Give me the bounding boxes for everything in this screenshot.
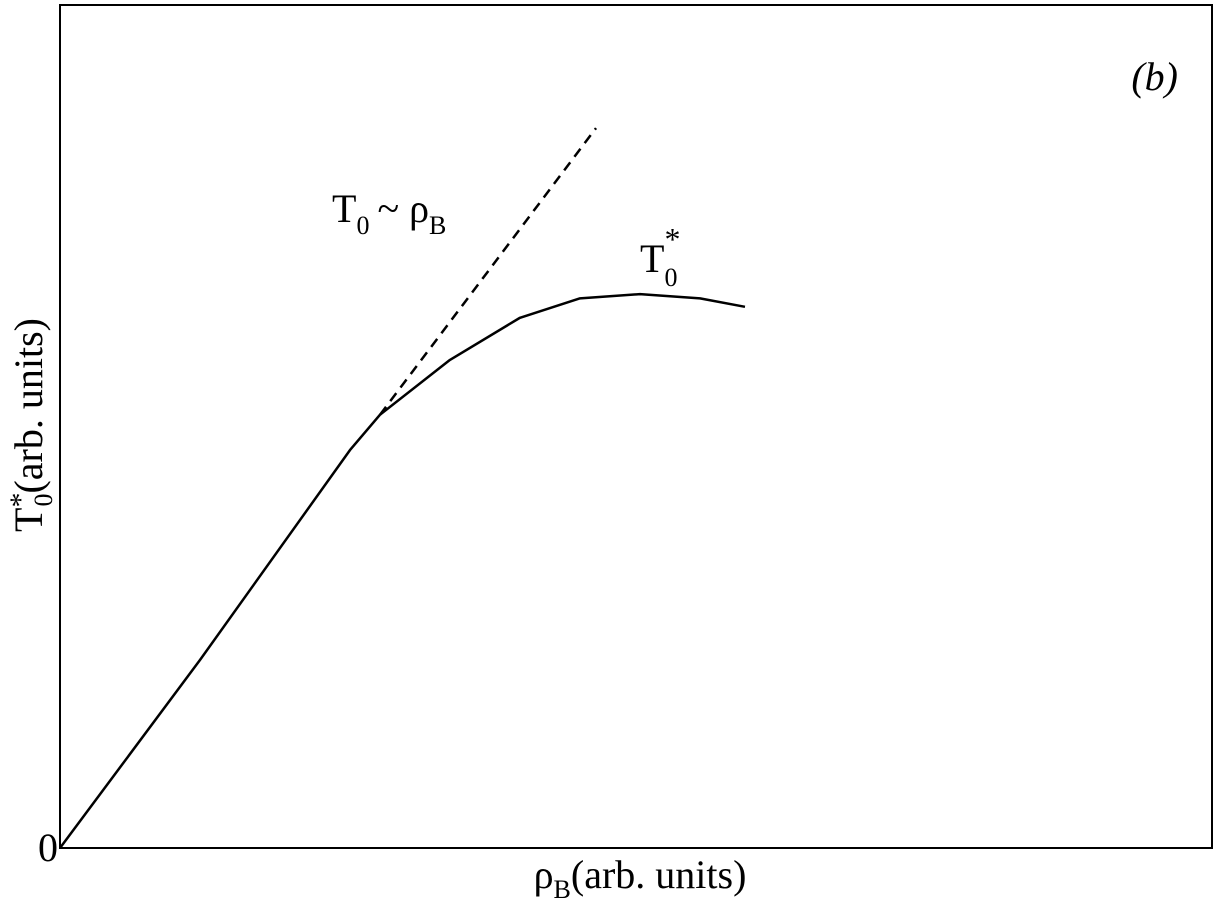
annotation-part: ~ ρ: [377, 186, 429, 231]
x-axis-label: ρB(arb. units): [534, 852, 747, 904]
dashed-line: [379, 127, 598, 416]
panel-label: (b): [1131, 54, 1178, 99]
data-line: [58, 292, 746, 849]
x-label-part: ρ: [534, 852, 554, 897]
annotation-part: T: [332, 186, 356, 231]
y-label-sup: *: [4, 493, 37, 508]
y-label-part: T: [6, 508, 51, 532]
annotation-sup: *: [664, 221, 680, 257]
y-axis-label: T*0(arb. units): [4, 318, 58, 532]
y-label-part: (arb. units): [6, 318, 51, 494]
annotation-part: T: [640, 236, 664, 281]
annotation-sub: 0: [664, 263, 677, 292]
annotation: T* 0: [640, 221, 680, 292]
y-label-sub: 0: [29, 494, 58, 507]
y-tick-label: 0: [38, 825, 58, 870]
plot-frame: [59, 4, 1213, 849]
x-label-sub: B: [554, 875, 571, 904]
annotation: T0 ~ ρB: [332, 186, 446, 240]
annotation-sub: B: [429, 211, 446, 240]
x-label-part: (arb. units): [571, 852, 747, 897]
annotation-sub: 0: [356, 211, 369, 240]
